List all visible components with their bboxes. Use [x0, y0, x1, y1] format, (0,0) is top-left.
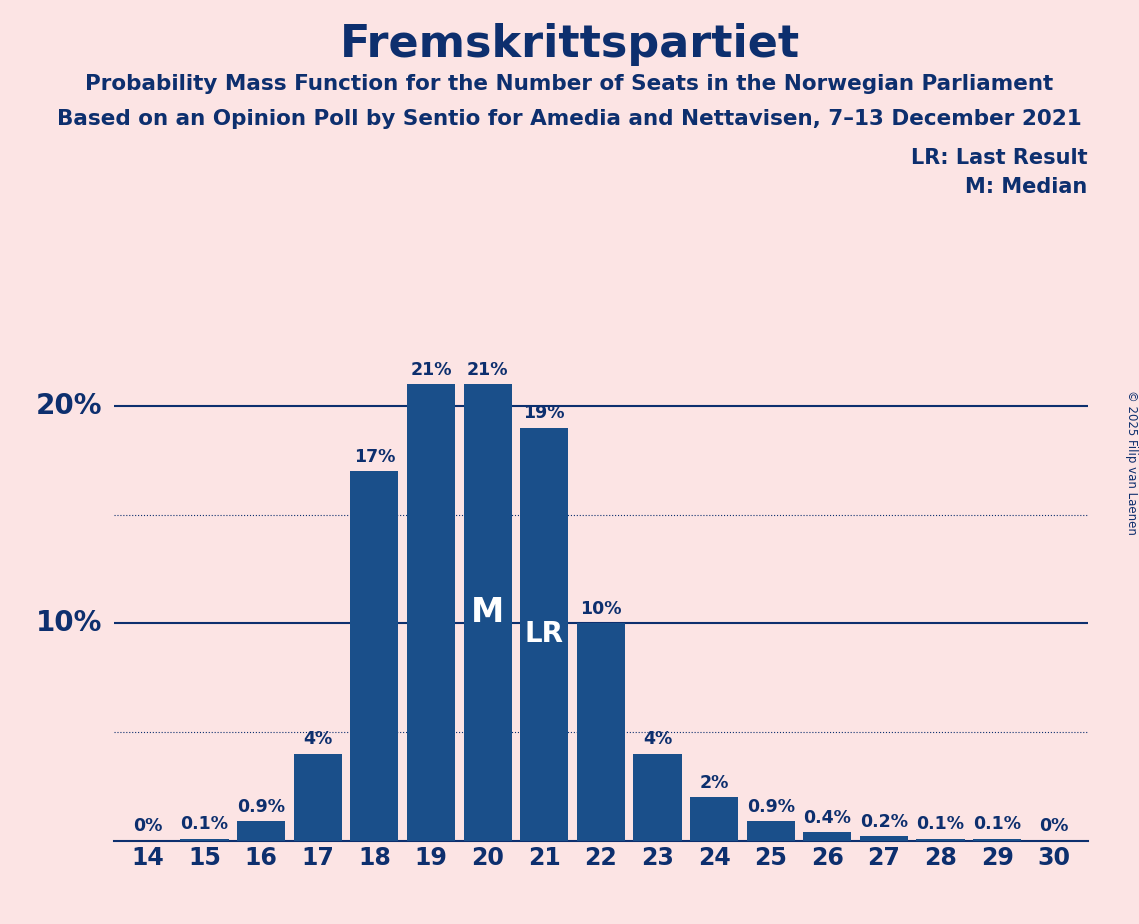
Text: M: M [470, 596, 505, 629]
Text: 4%: 4% [303, 730, 333, 748]
Text: 21%: 21% [410, 360, 452, 379]
Text: 2%: 2% [699, 774, 729, 792]
Text: 4%: 4% [642, 730, 672, 748]
Bar [803, 833, 851, 841]
Text: 0.4%: 0.4% [803, 808, 851, 827]
Text: Fremskrittspartiet: Fremskrittspartiet [339, 23, 800, 67]
Text: LR: LR [525, 620, 564, 649]
Bar [747, 821, 795, 841]
Text: 0.9%: 0.9% [747, 797, 795, 816]
Text: Based on an Opinion Poll by Sentio for Amedia and Nettavisen, 7–13 December 2021: Based on an Opinion Poll by Sentio for A… [57, 109, 1082, 129]
Bar [521, 428, 568, 841]
Bar [407, 384, 454, 841]
Bar [294, 754, 342, 841]
Bar [464, 384, 511, 841]
Bar [917, 839, 965, 841]
Text: Probability Mass Function for the Number of Seats in the Norwegian Parliament: Probability Mass Function for the Number… [85, 74, 1054, 94]
Text: 19%: 19% [524, 404, 565, 422]
Bar [180, 839, 229, 841]
Text: LR: Last Result: LR: Last Result [911, 148, 1088, 168]
Bar [576, 624, 625, 841]
Text: 0.2%: 0.2% [860, 813, 908, 831]
Text: 10%: 10% [580, 600, 622, 618]
Text: 0.1%: 0.1% [917, 815, 965, 833]
Text: 0.1%: 0.1% [973, 815, 1022, 833]
Bar [973, 839, 1022, 841]
Text: 20%: 20% [36, 392, 103, 419]
Text: 17%: 17% [353, 447, 395, 466]
Bar [690, 797, 738, 841]
Bar [860, 836, 908, 841]
Text: M: Median: M: Median [966, 177, 1088, 198]
Text: 21%: 21% [467, 360, 508, 379]
Text: © 2025 Filip van Laenen: © 2025 Filip van Laenen [1124, 390, 1138, 534]
Text: 0.9%: 0.9% [237, 797, 285, 816]
Text: 0%: 0% [133, 818, 163, 835]
Bar [237, 821, 285, 841]
Text: 10%: 10% [36, 609, 103, 638]
Text: 0%: 0% [1039, 818, 1068, 835]
Text: 0.1%: 0.1% [180, 815, 229, 833]
Bar [633, 754, 681, 841]
Bar [351, 471, 399, 841]
